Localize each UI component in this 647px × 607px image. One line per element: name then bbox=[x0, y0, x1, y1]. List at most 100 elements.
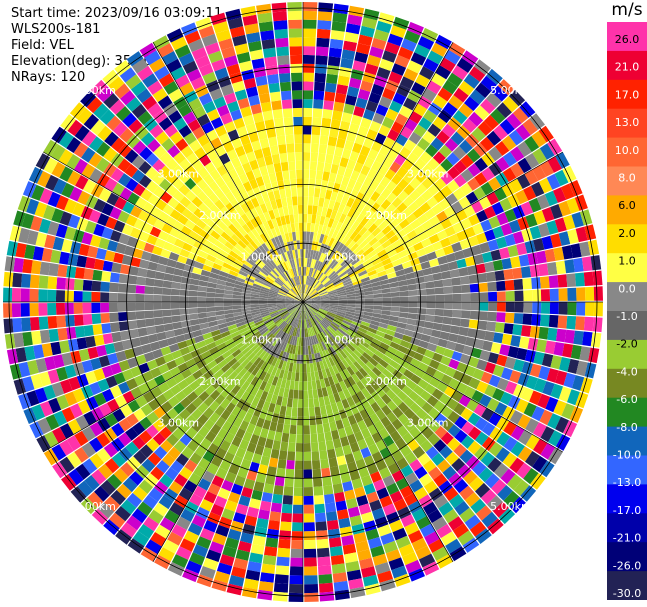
radar-gate bbox=[198, 317, 209, 324]
radar-gate bbox=[434, 287, 444, 295]
radar-gate bbox=[182, 242, 193, 252]
radar-gate bbox=[147, 80, 163, 95]
radar-gate bbox=[547, 138, 563, 156]
radar-gate bbox=[118, 321, 129, 331]
radar-gate bbox=[221, 46, 236, 59]
radar-gate bbox=[256, 398, 266, 410]
radar-gate bbox=[417, 36, 435, 50]
radar-gate bbox=[432, 272, 443, 281]
radar-gate bbox=[519, 336, 530, 349]
radar-gate bbox=[334, 491, 346, 503]
radar-gate bbox=[214, 258, 225, 267]
radar-gate bbox=[237, 467, 249, 479]
radar-gate bbox=[355, 97, 368, 109]
radar-gate bbox=[96, 141, 111, 157]
radar-gate bbox=[486, 321, 497, 332]
radar-gate bbox=[161, 223, 173, 234]
radar-gate bbox=[313, 325, 319, 335]
radar-gate bbox=[316, 28, 331, 39]
radar-gate bbox=[260, 390, 269, 401]
radar-gate bbox=[228, 270, 239, 277]
radar-gate bbox=[309, 307, 317, 315]
radar-gate bbox=[306, 222, 311, 232]
radar-gate bbox=[331, 374, 339, 385]
radar-gate bbox=[272, 11, 287, 22]
radar-gate bbox=[484, 384, 497, 398]
radar-gate bbox=[301, 293, 303, 302]
radar-gate bbox=[393, 498, 408, 512]
radar-gate bbox=[224, 432, 235, 444]
radar-gate bbox=[372, 507, 386, 520]
radar-gate bbox=[99, 403, 112, 417]
radar-gate bbox=[293, 116, 303, 126]
radar-gate bbox=[370, 320, 380, 327]
radar-gate bbox=[210, 364, 221, 375]
radar-gate bbox=[264, 278, 274, 285]
radar-gate bbox=[132, 346, 144, 357]
radar-gate bbox=[150, 532, 167, 547]
radar-gate bbox=[345, 94, 357, 106]
radar-gate bbox=[112, 408, 126, 423]
radar-gate bbox=[196, 179, 209, 191]
radar-gate bbox=[227, 443, 239, 456]
radar-gate bbox=[214, 302, 224, 307]
radar-gate bbox=[144, 286, 154, 295]
radar-gate bbox=[262, 401, 271, 412]
radar-gate bbox=[118, 360, 130, 372]
radar-gate bbox=[248, 131, 259, 143]
radar-gate bbox=[364, 308, 374, 313]
radar-gate bbox=[224, 241, 235, 251]
radar-gate bbox=[296, 302, 303, 309]
radar-gate bbox=[538, 263, 549, 277]
radar-gate bbox=[391, 470, 405, 483]
radar-gate bbox=[153, 145, 167, 159]
radar-gate bbox=[15, 242, 27, 258]
radar-gate bbox=[257, 436, 267, 447]
radar-gate bbox=[384, 378, 395, 389]
radar-gate bbox=[309, 161, 318, 171]
radar-gate bbox=[318, 370, 324, 380]
radar-gate bbox=[297, 266, 301, 276]
radar-gate bbox=[557, 274, 568, 288]
radar-gate bbox=[421, 402, 434, 414]
radar-gate bbox=[318, 574, 333, 584]
radar-gate bbox=[475, 82, 492, 98]
radar-gate bbox=[253, 148, 264, 160]
radar-gate bbox=[107, 474, 123, 490]
radar-gate bbox=[11, 303, 21, 318]
radar-gate bbox=[490, 342, 502, 354]
radar-gate bbox=[298, 213, 303, 223]
radar-gate bbox=[416, 314, 426, 321]
radar-gate bbox=[327, 347, 334, 357]
radar-gate bbox=[254, 320, 264, 326]
radar-gate bbox=[250, 197, 260, 208]
radar-gate bbox=[108, 302, 118, 313]
radar-gate bbox=[258, 245, 267, 254]
radar-gate bbox=[499, 247, 510, 259]
radar-gate bbox=[592, 317, 603, 333]
radar-gate bbox=[181, 320, 191, 328]
radar-gate bbox=[314, 344, 320, 354]
radar-gate bbox=[466, 399, 479, 412]
radar-gate bbox=[268, 324, 277, 332]
radar-gate bbox=[377, 270, 387, 278]
radar-gate bbox=[502, 452, 518, 468]
radar-gate bbox=[303, 372, 308, 382]
radar-gate bbox=[351, 257, 360, 266]
radar-gate bbox=[250, 291, 260, 296]
radar-gate bbox=[118, 418, 132, 432]
radar-gate bbox=[261, 492, 273, 503]
radar-gate bbox=[91, 291, 101, 302]
radar-gate bbox=[312, 205, 318, 215]
radar-gate bbox=[237, 355, 247, 365]
radar-gate bbox=[331, 229, 339, 239]
radar-gate bbox=[531, 181, 545, 197]
radar-gate bbox=[294, 276, 299, 286]
radar-gate bbox=[144, 294, 154, 302]
radar-gate bbox=[120, 462, 135, 477]
radar-gate bbox=[398, 543, 415, 557]
radar-gate bbox=[128, 266, 139, 276]
radar-gate bbox=[251, 140, 262, 151]
range-label: 1.00km bbox=[241, 250, 283, 263]
radar-gate bbox=[366, 463, 379, 475]
